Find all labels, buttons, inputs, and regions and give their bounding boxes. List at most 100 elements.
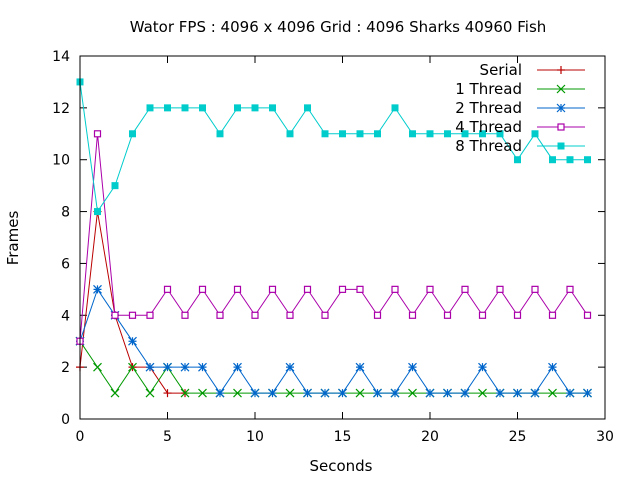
data-point [93,130,102,138]
data-point [531,130,539,138]
data-point [444,130,451,138]
series-8-thread [76,78,591,216]
plot-area [75,78,592,398]
data-point [146,311,154,319]
data-point [163,285,172,293]
data-point [374,130,381,138]
data-point [548,362,557,372]
data-point [286,130,294,138]
data-point [320,388,330,398]
data-point [373,311,382,319]
data-point [181,104,189,112]
legend-marker [557,142,565,150]
data-point [356,130,364,138]
data-point [216,311,224,319]
legend-marker [556,84,566,94]
data-point [303,388,312,398]
data-point [321,130,329,138]
legend-marker [557,123,565,131]
data-point [583,311,592,319]
data-point [198,362,207,372]
data-point [198,285,207,293]
data-point [250,388,260,398]
data-point [111,311,119,319]
data-point [549,156,556,164]
x-axis: 0 5 10 15 20 25 30 [76,56,614,445]
y-tick-label: 4 [61,308,70,324]
data-point [215,388,225,398]
data-point [198,388,207,398]
data-point [128,362,137,372]
data-point [496,285,504,293]
data-point [233,362,242,372]
data-point [93,362,102,372]
data-point [146,104,154,112]
data-point [269,104,276,112]
data-point [181,311,189,319]
data-point [426,285,434,293]
legend-label: 8 Thread [455,137,522,155]
data-point [478,388,487,398]
data-point [513,311,522,319]
data-point [180,362,190,372]
data-point [338,388,347,398]
data-point [391,285,399,293]
x-axis-title: Seconds [309,457,372,475]
y-tick-label: 14 [52,49,70,65]
y-tick-label: 8 [61,205,70,221]
data-point [145,362,155,372]
legend-marker [557,66,565,74]
data-point [304,104,311,112]
data-point [391,104,399,112]
x-tick-label: 5 [163,429,172,445]
y-tick-label: 10 [52,153,70,169]
legend-label: Serial [480,61,522,79]
chart-title: Wator FPS : 4096 x 4096 Grid : 4096 Shar… [130,18,547,36]
x-tick-label: 30 [596,429,614,445]
data-point [513,388,522,398]
data-point [111,182,119,190]
data-point [110,388,120,398]
data-point [285,388,295,398]
data-point [409,130,416,138]
data-point [373,388,382,398]
data-point [356,285,364,293]
data-point [338,285,347,293]
data-point [180,388,190,398]
data-point [514,156,521,164]
data-point [495,388,505,398]
series-2-thread [75,284,592,398]
data-point [461,130,469,138]
plot-frame [79,55,606,420]
data-point [234,104,241,112]
y-axis-title: Frames [4,211,22,266]
data-point [566,285,574,293]
data-point [425,388,435,398]
data-point [321,311,329,319]
x-tick-label: 20 [421,429,439,445]
data-point [530,388,540,398]
data-point [548,311,557,319]
legend-label: 1 Thread [455,80,522,98]
data-point [233,388,242,398]
legend-marker [556,103,566,113]
data-point [583,388,592,398]
series-4-thread [76,130,592,345]
data-point [408,388,417,398]
data-point [163,362,172,372]
legend-label: 2 Thread [455,99,522,117]
data-point [390,388,400,398]
data-point [566,156,574,164]
data-point [461,285,469,293]
legend-label: 4 Thread [455,118,522,136]
y-axis: 0 2 4 6 8 10 12 14 [52,49,605,428]
data-point [303,285,312,293]
x-tick-label: 15 [334,429,352,445]
x-tick-label: 10 [246,429,264,445]
data-point [531,285,539,293]
data-point [286,311,294,319]
y-tick-label: 2 [61,360,70,376]
y-tick-label: 0 [61,412,70,428]
y-tick-label: 12 [52,101,70,117]
